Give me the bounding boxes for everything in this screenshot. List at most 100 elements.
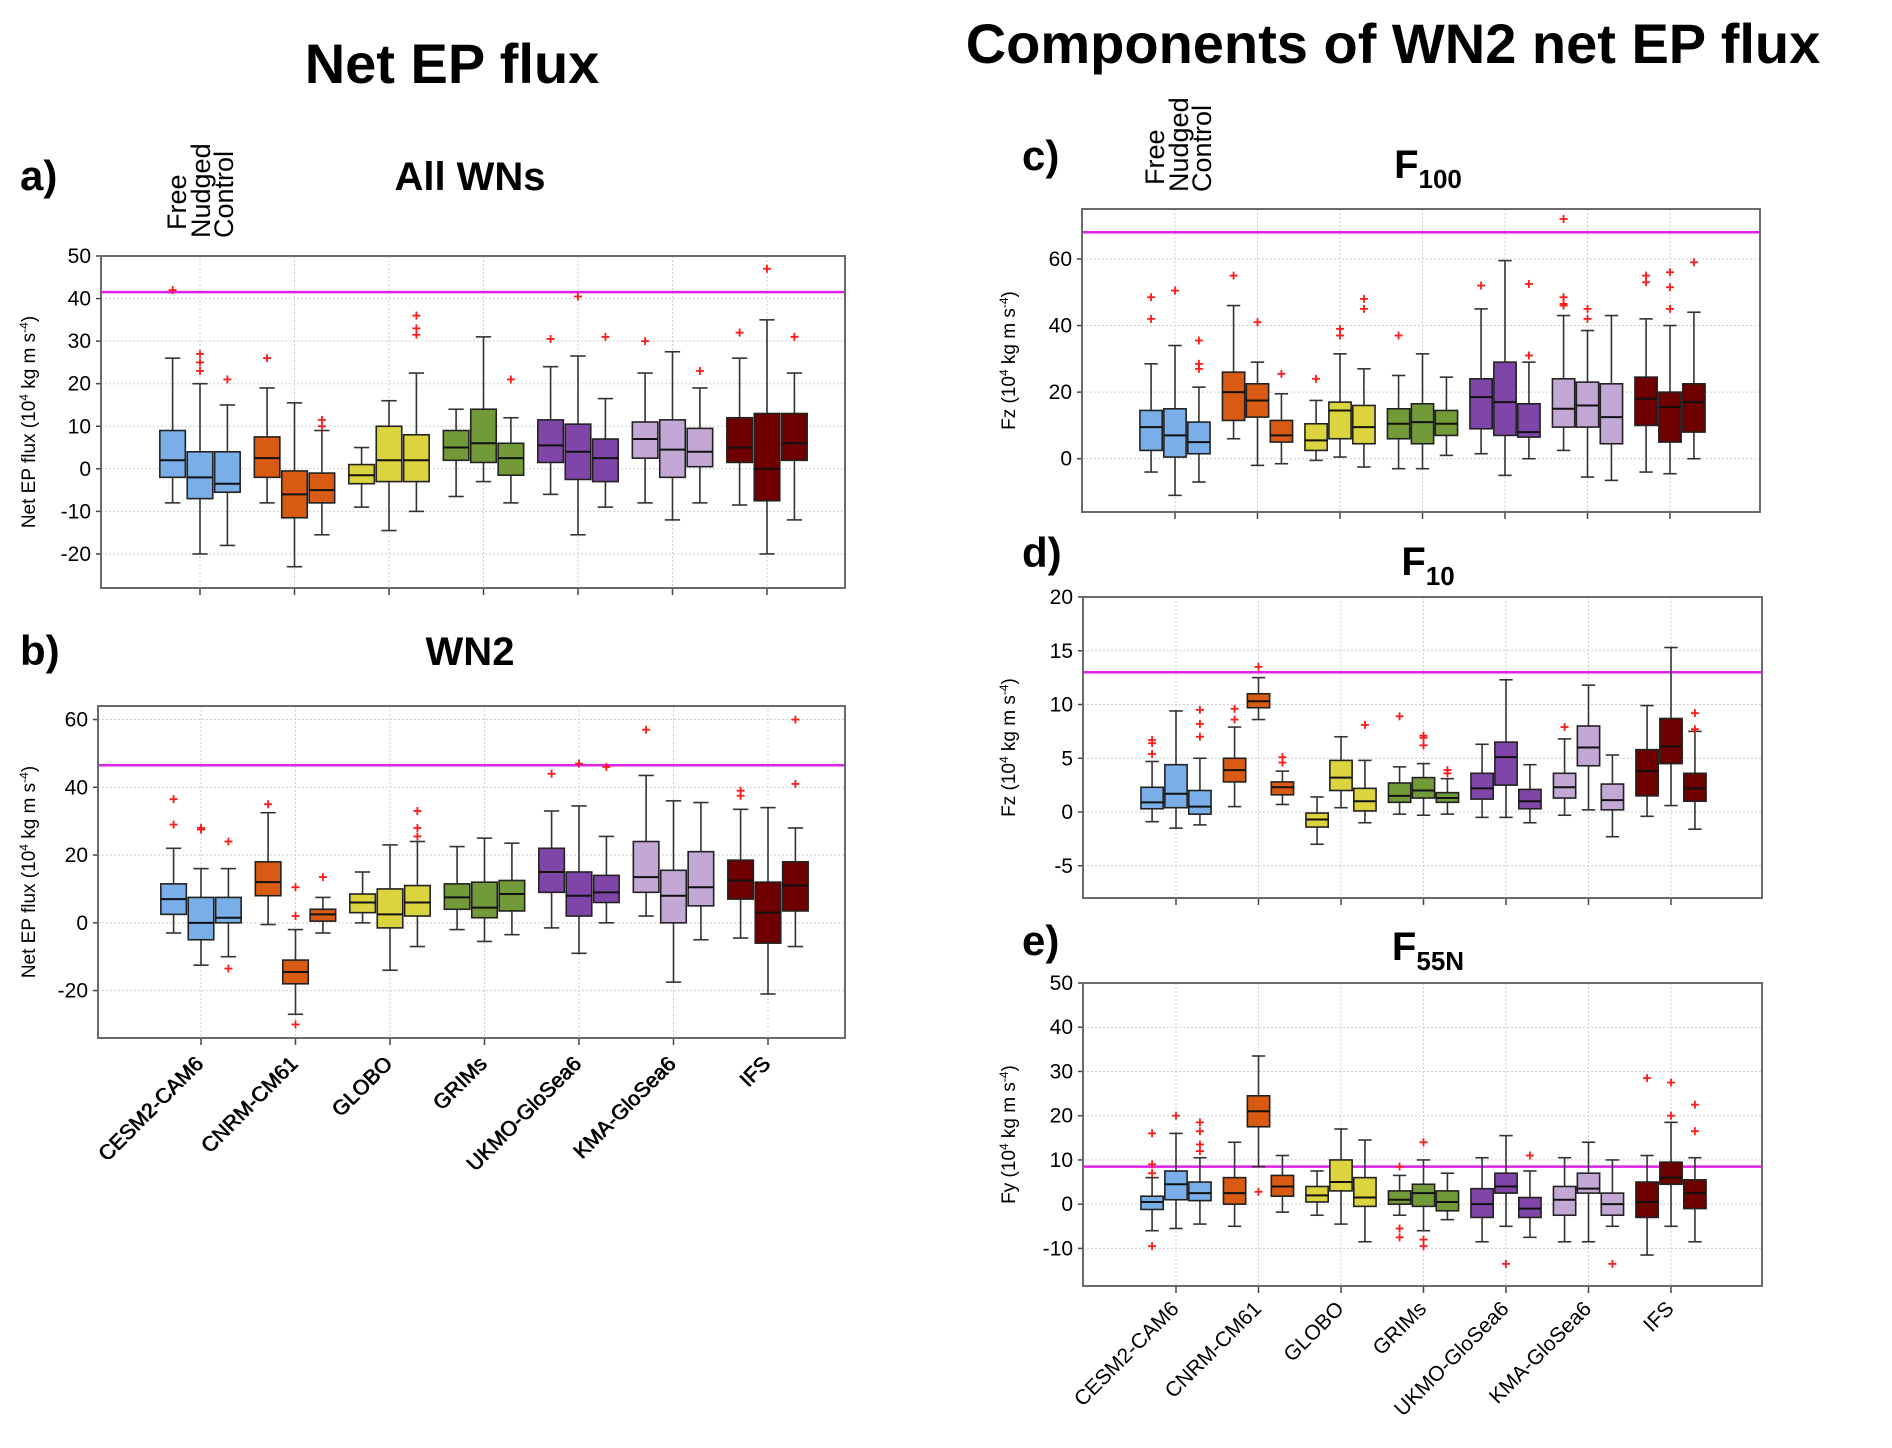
iqr-box xyxy=(1552,1185,1577,1217)
outlier-marker xyxy=(196,358,204,367)
outlier-marker xyxy=(1277,369,1286,378)
y-tick-label: 50 xyxy=(68,245,91,268)
outlier-marker xyxy=(1690,1100,1699,1109)
iqr-box xyxy=(1576,725,1601,767)
panel-letter: d) xyxy=(1022,529,1062,576)
y-tick-label: 0 xyxy=(76,912,88,935)
legend-nudged: Nudged xyxy=(186,143,216,238)
box-free xyxy=(349,871,377,924)
box-nudged xyxy=(470,837,499,943)
outlier-marker xyxy=(574,292,582,301)
box-control xyxy=(1516,279,1541,460)
box-nudged xyxy=(659,800,688,983)
legend-control: Control xyxy=(209,151,239,238)
iqr-box xyxy=(1164,763,1188,809)
y-tick-label: 15 xyxy=(1050,640,1073,663)
iqr-box xyxy=(1470,772,1495,800)
box-group-ukmo-glosea6 xyxy=(1470,1134,1542,1268)
box-control xyxy=(498,842,526,936)
box-control xyxy=(1681,258,1706,460)
outlier-marker xyxy=(413,807,422,816)
box-group-cnrm-cm61 xyxy=(1221,271,1294,467)
box-group-globo xyxy=(1305,1128,1377,1243)
box-nudged xyxy=(754,806,782,995)
outlier-marker xyxy=(1690,1127,1699,1136)
iqr-box xyxy=(403,884,431,917)
box-control xyxy=(1600,754,1625,838)
box-control xyxy=(1435,766,1460,815)
box-group-globo xyxy=(1305,720,1377,846)
y-tick-label: 40 xyxy=(1050,1016,1073,1039)
outlier-marker xyxy=(197,823,205,832)
box-control xyxy=(1682,709,1707,831)
outlier-marker xyxy=(168,286,177,295)
outlier-marker xyxy=(1395,712,1404,721)
outlier-marker xyxy=(1148,1129,1157,1138)
box-group-grims xyxy=(1386,331,1459,470)
outlier-marker xyxy=(1524,351,1533,360)
box-group-cnrm-cm61 xyxy=(1222,662,1295,808)
box-control xyxy=(1270,1154,1295,1213)
outlier-marker xyxy=(791,779,800,788)
iqr-box xyxy=(687,850,715,907)
box-nudged xyxy=(1411,1138,1436,1251)
outlier-marker xyxy=(1583,304,1592,313)
panel-letter: c) xyxy=(1022,132,1059,179)
legend-control: Control xyxy=(1187,105,1217,192)
iqr-box xyxy=(1658,391,1682,443)
iqr-box xyxy=(592,874,620,904)
outlier-marker xyxy=(223,375,232,384)
iqr-box xyxy=(469,408,498,464)
outlier-marker xyxy=(1395,1162,1404,1171)
outlier-marker xyxy=(1194,359,1203,368)
outlier-marker xyxy=(224,837,233,846)
outlier-marker xyxy=(575,759,583,768)
outlier-marker xyxy=(412,311,421,320)
box-free xyxy=(632,725,660,917)
x-category-label: KMA-GloSea6 xyxy=(570,1052,681,1163)
iqr-box xyxy=(1600,783,1625,811)
y-tick-label: 20 xyxy=(1050,1105,1073,1128)
box-nudged xyxy=(469,336,498,483)
outlier-marker xyxy=(291,1020,300,1029)
box-nudged xyxy=(1658,268,1682,475)
panel-letter: e) xyxy=(1022,917,1059,964)
box-control xyxy=(402,311,430,513)
box-group-ifs xyxy=(727,715,809,995)
outlier-marker xyxy=(413,823,422,832)
y-tick-label: 10 xyxy=(1050,1149,1073,1172)
iqr-box xyxy=(1139,409,1164,452)
panel-letter: b) xyxy=(20,627,60,674)
iqr-box xyxy=(538,847,566,894)
iqr-box xyxy=(1659,1161,1683,1186)
iqr-box xyxy=(686,427,714,468)
box-control xyxy=(213,375,241,547)
outlier-marker xyxy=(695,366,704,375)
y-tick-label: 40 xyxy=(65,776,88,799)
x-category-label: GRIMs xyxy=(430,1052,492,1114)
panel-title-subscript: 55N xyxy=(1416,946,1464,976)
box-free xyxy=(1469,281,1494,455)
box-control xyxy=(403,807,431,948)
box-group-cnrm-cm61 xyxy=(254,800,337,1029)
outlier-marker xyxy=(291,883,300,892)
box-nudged xyxy=(1164,710,1188,829)
outlier-marker xyxy=(1336,324,1344,333)
outlier-marker xyxy=(196,366,204,375)
panel-title-subscript: 100 xyxy=(1419,164,1462,194)
box-group-cesm2-cam6 xyxy=(1140,1111,1212,1251)
outlier-marker xyxy=(1360,720,1369,729)
iqr-box xyxy=(1164,1170,1188,1201)
box-group-globo xyxy=(348,311,430,532)
iqr-box xyxy=(376,888,404,929)
outlier-marker xyxy=(318,873,327,882)
box-free xyxy=(443,845,471,931)
iqr-box xyxy=(1551,378,1576,428)
box-free xyxy=(1305,1170,1330,1217)
panel-title: F55N xyxy=(1392,925,1464,976)
y-tick-label: 10 xyxy=(68,415,91,438)
outlier-marker xyxy=(1395,1233,1404,1242)
box-nudged xyxy=(1576,1141,1601,1243)
box-group-ukmo-glosea6 xyxy=(1469,259,1541,477)
box-free xyxy=(348,446,376,508)
